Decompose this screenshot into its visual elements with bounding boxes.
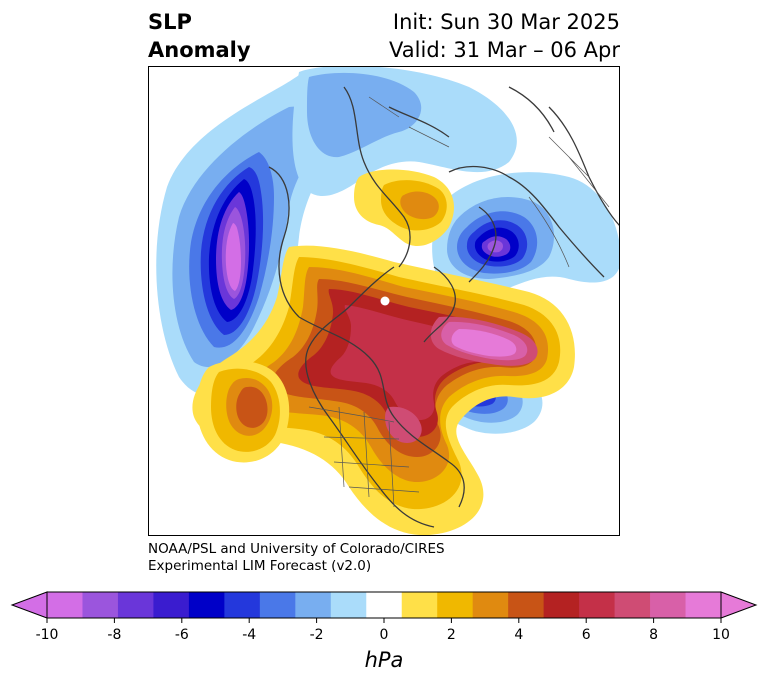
colorbar-tick-label: -10 (35, 627, 59, 643)
colorbar-swatch (508, 592, 545, 618)
colorbar-tick-label: 0 (379, 627, 389, 643)
credits-line-2: Experimental LIM Forecast (v2.0) (148, 558, 372, 574)
colorbar-tick-label: -4 (242, 627, 257, 643)
forecast-dates: Init: Sun 30 Mar 2025 Valid: 31 Mar – 06… (389, 8, 620, 64)
map-title: SLP Anomaly (148, 8, 251, 64)
borders (308, 96, 610, 508)
init-date: Init: Sun 30 Mar 2025 (392, 10, 620, 34)
colorbar-swatch (437, 592, 474, 618)
credits-line-1: NOAA/PSL and University of Colorado/CIRE… (148, 541, 445, 557)
colorbar-swatch (117, 592, 154, 618)
colorbar-tick-label: 4 (514, 627, 524, 643)
north-pole-marker (380, 296, 390, 306)
colorbar-extend-high (720, 591, 758, 619)
colorbar-swatch (153, 592, 190, 618)
credits: NOAA/PSL and University of Colorado/CIRE… (148, 541, 445, 575)
colorbar-swatch (579, 592, 616, 618)
valid-date: Valid: 31 Mar – 06 Apr (389, 38, 620, 62)
colorbar-swatch (259, 592, 296, 618)
negative-anomaly-west (156, 71, 402, 396)
slp-anomaly-map (149, 67, 619, 535)
colorbar-tick-label: 6 (581, 627, 591, 643)
title-line-2: Anomaly (148, 38, 251, 62)
colorbar-ticks: -10 -8 -6 -4 -2 0 2 4 6 8 10 (0, 627, 768, 647)
colorbar (10, 591, 758, 623)
colorbar-swatch (330, 592, 367, 618)
colorbar-tick-label: 2 (446, 627, 456, 643)
positive-anomaly-arctic (354, 169, 454, 247)
colorbar-tick-label: 10 (712, 627, 730, 643)
colorbar-swatch (224, 592, 261, 618)
colorbar-tick-label: -2 (309, 627, 324, 643)
colorbar-extend-low (10, 591, 48, 619)
colorbar-tick-label: -8 (107, 627, 122, 643)
colorbar-swatch (366, 592, 403, 618)
colorbar-tick-label: 8 (649, 627, 659, 643)
colorbar-swatch (47, 592, 83, 618)
colorbar-swatch (650, 592, 687, 618)
title-line-1: SLP (148, 10, 192, 34)
colorbar-tick-label: -6 (174, 627, 189, 643)
colorbar-swatch (685, 592, 722, 618)
colorbar-swatch (472, 592, 509, 618)
positive-anomaly-pacific (197, 360, 290, 463)
colorbar-swatch (401, 592, 438, 618)
colorbar-swatch (543, 592, 580, 618)
colorbar-swatch (82, 592, 119, 618)
colorbar-swatch (295, 592, 332, 618)
negative-anomaly-europe (432, 172, 619, 296)
coastlines (268, 86, 619, 528)
colorbar-swatch (614, 592, 651, 618)
colorbar-unit: hPa (364, 648, 404, 672)
colorbar-swatch (188, 592, 225, 618)
map-panel (148, 66, 620, 536)
